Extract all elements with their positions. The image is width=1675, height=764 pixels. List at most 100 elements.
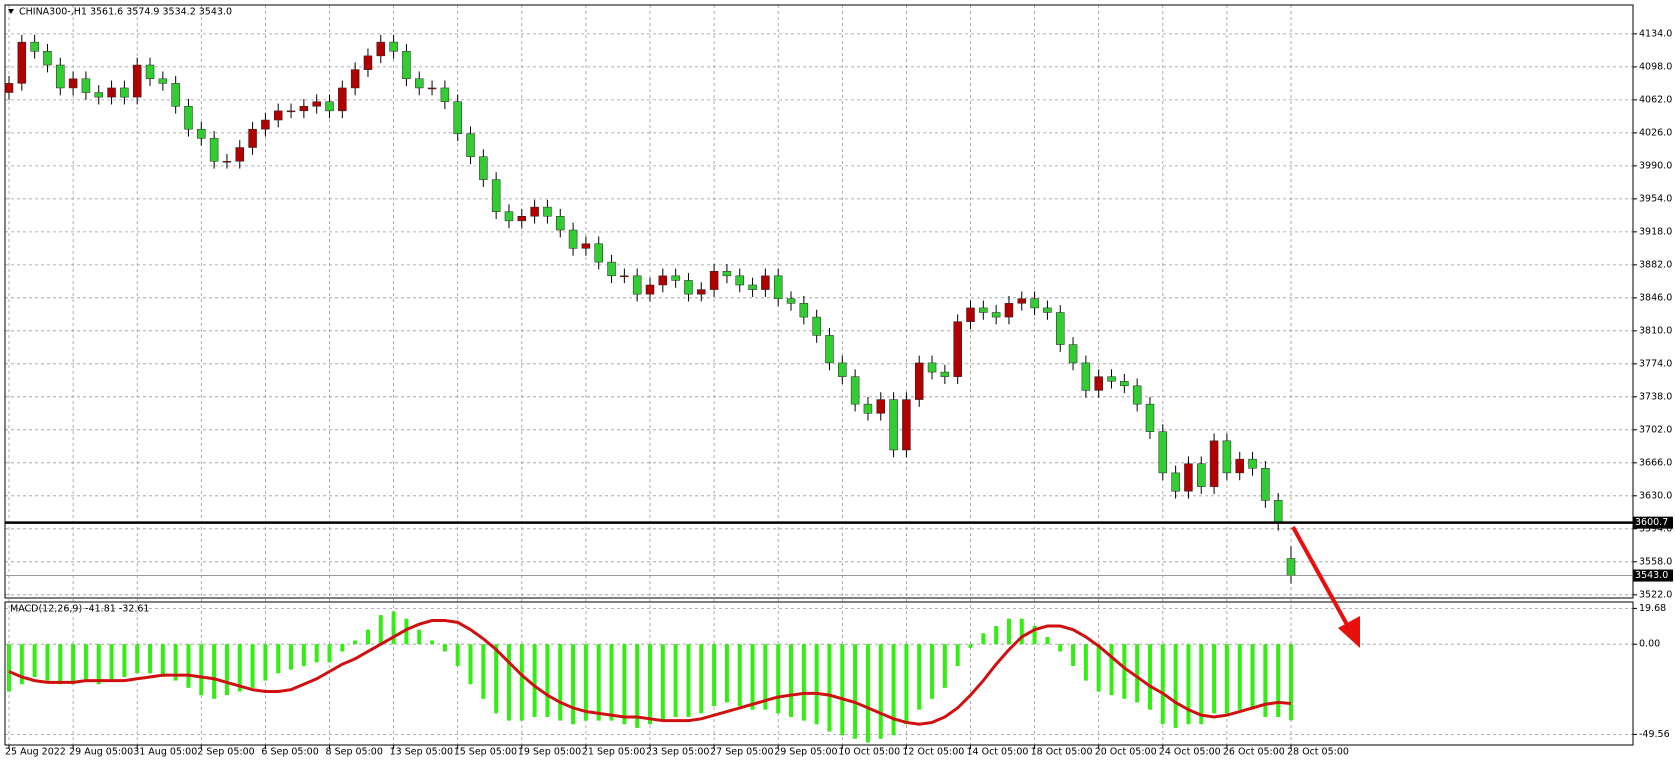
candle-body: [825, 335, 834, 364]
y-tick-label: 3738.0: [1639, 391, 1672, 402]
price-title: CHINA300-,H1 3561.6 3574.9 3534.2 3543.0: [19, 7, 232, 18]
macd-histogram-bar: [1006, 618, 1011, 645]
macd-panel-frame: [4, 601, 1634, 746]
candle-body: [1184, 463, 1193, 492]
macd-histogram-bar: [224, 644, 229, 696]
macd-histogram-bar: [840, 644, 845, 736]
macd-histogram-bar: [712, 644, 717, 707]
candle-body: [222, 161, 232, 163]
macd-histogram-bar: [686, 644, 691, 717]
marks: [4, 34, 1633, 743]
macd-histogram-bar: [1173, 644, 1178, 728]
macd-histogram-bar: [109, 644, 114, 681]
candle-body: [838, 362, 847, 377]
candle-body: [876, 399, 886, 414]
candle-body: [171, 83, 180, 107]
macd-histogram-bar: [289, 644, 294, 670]
candle-body: [17, 41, 27, 84]
macd-histogram-bar: [1186, 644, 1191, 725]
candle-body: [56, 64, 65, 89]
macd-title: MACD(12,26,9) -41.81 -32.61: [10, 604, 149, 615]
candle-body: [812, 316, 821, 336]
candle-body: [979, 307, 988, 313]
candle-body: [632, 275, 642, 295]
x-tick-label: 15 Sep 05:00: [454, 747, 517, 758]
candle-body: [94, 92, 103, 98]
macd-histogram-bar: [122, 644, 127, 677]
macd-histogram-bar: [148, 644, 153, 674]
candle-body: [889, 399, 898, 451]
candle-body: [1235, 458, 1244, 474]
y-tick-label: 3558.0: [1639, 556, 1672, 567]
macd-histogram-bar: [1250, 644, 1255, 710]
macd-histogram-bar: [1199, 644, 1204, 725]
x-tick-label: 21 Sep 05:00: [582, 747, 645, 758]
candle-body: [325, 101, 334, 112]
macd-histogram-bar: [1071, 644, 1076, 667]
macd-histogram-bar: [263, 644, 268, 681]
candle-body: [581, 243, 591, 249]
candle-body: [491, 179, 501, 212]
macd-histogram-bar: [519, 644, 524, 721]
candle-body: [1132, 385, 1142, 405]
macd-histogram-bar: [58, 644, 63, 685]
candle-body: [517, 216, 527, 222]
macd-histogram-bar: [455, 644, 460, 667]
macd-histogram-bar: [96, 644, 101, 685]
candle-body: [453, 101, 462, 135]
macd-signal-line: [8, 619, 1292, 726]
candle-body: [427, 87, 437, 90]
macd-histogram-bar: [365, 629, 370, 645]
macd-histogram-bar: [660, 644, 665, 721]
x-tick-label: 29 Sep 05:00: [774, 747, 837, 758]
macd-histogram-bar: [827, 644, 832, 732]
x-tick-label: 28 Oct 05:00: [1287, 747, 1349, 758]
candle-body: [568, 229, 578, 249]
macd-histogram-bar: [1096, 644, 1101, 692]
macd-histogram-bar: [468, 644, 473, 685]
y-tick-label: 3810.0: [1639, 325, 1672, 336]
y-tick-label: 19.68: [1639, 603, 1666, 614]
x-tick-label: 25 Aug 2022: [5, 747, 66, 758]
candle-body: [953, 321, 962, 377]
candle-body: [658, 275, 668, 286]
macd-histogram-bar: [596, 644, 601, 721]
last-price-box: [1633, 569, 1673, 582]
candle-body: [1043, 307, 1052, 313]
candle-body: [30, 41, 39, 52]
title-dropdown: [8, 9, 14, 14]
candle-body: [799, 303, 809, 318]
y-tick-label: 3594.0: [1639, 523, 1672, 534]
macd-histogram-bar: [1135, 644, 1140, 703]
macd-histogram-bar: [1083, 644, 1088, 681]
y-tick-label: 0.00: [1639, 639, 1660, 650]
candle-body: [197, 128, 206, 139]
level-label: 3600.7: [1635, 517, 1668, 528]
candle-body: [376, 41, 386, 57]
candle-body: [786, 298, 796, 304]
macd-histogram-bar: [532, 644, 537, 717]
candle-body: [132, 64, 142, 98]
x-tick-label: 12 Oct 05:00: [902, 747, 964, 758]
candle-body: [1068, 344, 1078, 364]
price-panel-frame: [4, 4, 1634, 599]
x-tick-label: 2 Sep 05:00: [197, 747, 254, 758]
candle-body: [773, 275, 783, 300]
last-price-label: 3543.0: [1635, 570, 1668, 581]
y-tick-label: 3918.0: [1639, 226, 1672, 237]
y-tick-label: 4026.0: [1639, 127, 1672, 138]
macd-histogram-bar: [545, 644, 550, 717]
candle-body: [1197, 463, 1206, 487]
y-tick-label: 3522.0: [1639, 589, 1672, 600]
macd-histogram-bar: [1045, 636, 1050, 645]
candle-body: [1081, 362, 1091, 391]
macd-histogram-bar: [699, 644, 704, 714]
candle-body: [1209, 440, 1219, 487]
macd-histogram-bar: [391, 611, 396, 645]
candle-body: [158, 78, 168, 84]
macd-histogram-bar: [378, 615, 383, 645]
candle-body: [761, 275, 770, 290]
candle-body: [671, 275, 680, 281]
